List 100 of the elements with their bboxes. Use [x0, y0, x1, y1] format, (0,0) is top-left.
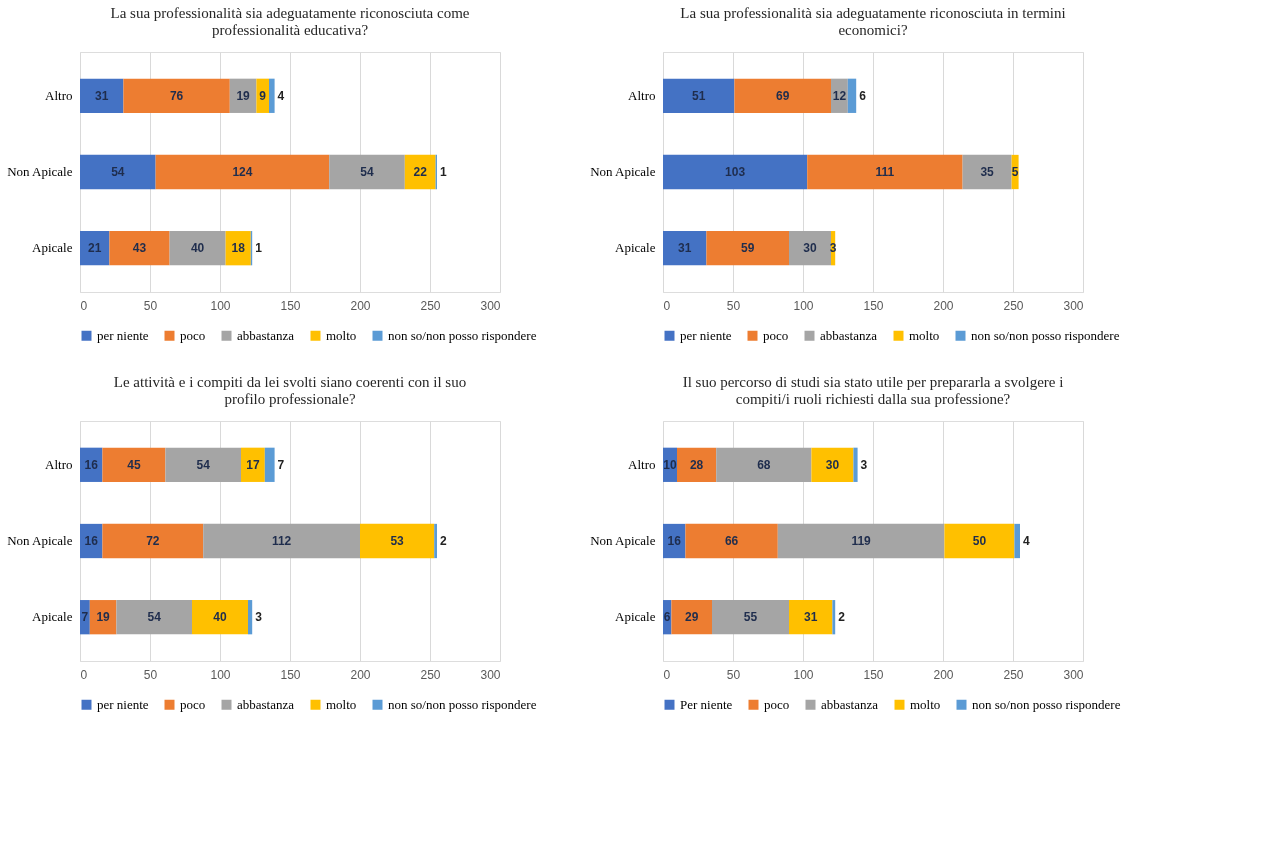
bar: [944, 523, 1015, 559]
data-label: 16: [84, 457, 99, 472]
data-label: 17: [246, 457, 260, 472]
x-tick-label: 150: [863, 298, 884, 313]
bar: [807, 154, 963, 190]
x-tick-label: 0: [663, 667, 671, 682]
x-tick-label: 0: [80, 667, 88, 682]
legend-label: molto: [326, 696, 357, 712]
data-label: 7: [277, 457, 285, 472]
legend-label: molto: [909, 327, 940, 343]
bar: [404, 154, 436, 190]
bar: [832, 600, 836, 635]
data-label: 76: [169, 88, 184, 103]
bar: [165, 447, 241, 482]
bar: [80, 600, 90, 635]
data-label: 55: [743, 610, 758, 625]
bar: [241, 447, 265, 482]
data-label: 51: [692, 88, 706, 103]
data-label: 54: [196, 457, 211, 472]
data-label: 50: [972, 534, 987, 548]
x-tick-label: 300: [1063, 298, 1084, 313]
legend-label: per niente: [97, 696, 149, 712]
bar: [80, 78, 124, 113]
x-tick-label: 200: [350, 667, 371, 682]
bar: [789, 600, 833, 635]
x-tick-label: 150: [280, 667, 301, 682]
y-tick-label: Non Apicale: [590, 164, 656, 179]
data-label: 29: [685, 610, 699, 625]
data-label: 12: [832, 88, 847, 103]
x-tick-label: 0: [80, 298, 88, 313]
legend-label: poco: [180, 327, 206, 343]
data-label: 1: [255, 241, 263, 256]
x-tick-label: 50: [143, 667, 158, 682]
y-tick-label: Altro: [45, 456, 73, 472]
bar: [203, 523, 360, 559]
bar: [264, 447, 275, 482]
y-tick-label: Non Apicale: [7, 164, 73, 179]
legend-label: poco: [764, 696, 790, 712]
data-label: 16: [667, 534, 682, 548]
x-tick-label: 300: [1063, 667, 1084, 682]
data-label: 72: [146, 534, 160, 548]
x-tick-label: 250: [1003, 667, 1024, 682]
data-label: 45: [127, 457, 141, 472]
bar: [269, 78, 275, 113]
chart-title: Il suo percorso di studi sia stato utile per prepararla a svolgere i compiti/i ruoli richiesti dalla sua professione?: [682, 374, 1064, 407]
y-tick-label: Altro: [45, 87, 73, 103]
bar: [434, 523, 437, 559]
data-label: 4: [1023, 534, 1030, 548]
data-label: 6: [663, 610, 671, 625]
data-label: 21: [88, 241, 102, 256]
data-label: 53: [390, 534, 405, 548]
bar: [663, 231, 707, 266]
x-tick-label: 0: [663, 298, 671, 313]
x-tick-label: 100: [210, 667, 231, 682]
data-label: 35: [980, 165, 995, 179]
bar: [663, 78, 735, 113]
data-label: 54: [147, 610, 162, 625]
legend-label: abbastanza: [237, 696, 295, 712]
bar: [329, 154, 405, 190]
data-label: 5: [1011, 165, 1019, 179]
x-tick-label: 150: [863, 667, 884, 682]
data-label: 9: [259, 88, 267, 103]
x-tick-label: 50: [726, 298, 741, 313]
bar: [256, 78, 269, 113]
y-tick-label: Apicale: [32, 240, 73, 256]
y-tick-label: Non Apicale: [7, 533, 73, 548]
x-tick-label: 50: [726, 667, 741, 682]
bar: [685, 523, 778, 559]
legend-label: poco: [180, 696, 206, 712]
data-label: 19: [236, 88, 251, 103]
y-tick-label: Altro: [628, 87, 656, 103]
x-tick-label: 250: [1003, 298, 1024, 313]
data-label: 31: [95, 88, 109, 103]
bar: [712, 600, 789, 635]
data-label: 2: [440, 534, 447, 548]
x-tick-label: 200: [350, 298, 371, 313]
y-tick-label: Apicale: [615, 240, 656, 256]
bar: [671, 600, 712, 635]
bar: [360, 523, 435, 559]
data-label: 103: [725, 165, 746, 179]
bar: [716, 447, 812, 482]
data-label: 59: [741, 241, 755, 256]
bar: [777, 523, 945, 559]
data-label: 10: [663, 457, 677, 472]
bar: [155, 154, 330, 190]
y-tick-label: Apicale: [615, 609, 656, 625]
bar: [1014, 523, 1020, 559]
legend-label: non so/non posso rispondere: [388, 327, 537, 343]
data-label: 31: [678, 241, 692, 256]
bar: [706, 231, 789, 266]
x-tick-label: 250: [420, 298, 441, 313]
data-label: 18: [231, 241, 246, 256]
legend-label: per niente: [97, 327, 149, 343]
legend-label: molto: [910, 696, 941, 712]
data-label: 2: [838, 610, 846, 625]
bar: [102, 447, 166, 482]
bar: [116, 600, 192, 635]
x-tick-label: 150: [280, 298, 301, 313]
bar: [123, 78, 230, 113]
x-tick-label: 300: [480, 298, 501, 313]
